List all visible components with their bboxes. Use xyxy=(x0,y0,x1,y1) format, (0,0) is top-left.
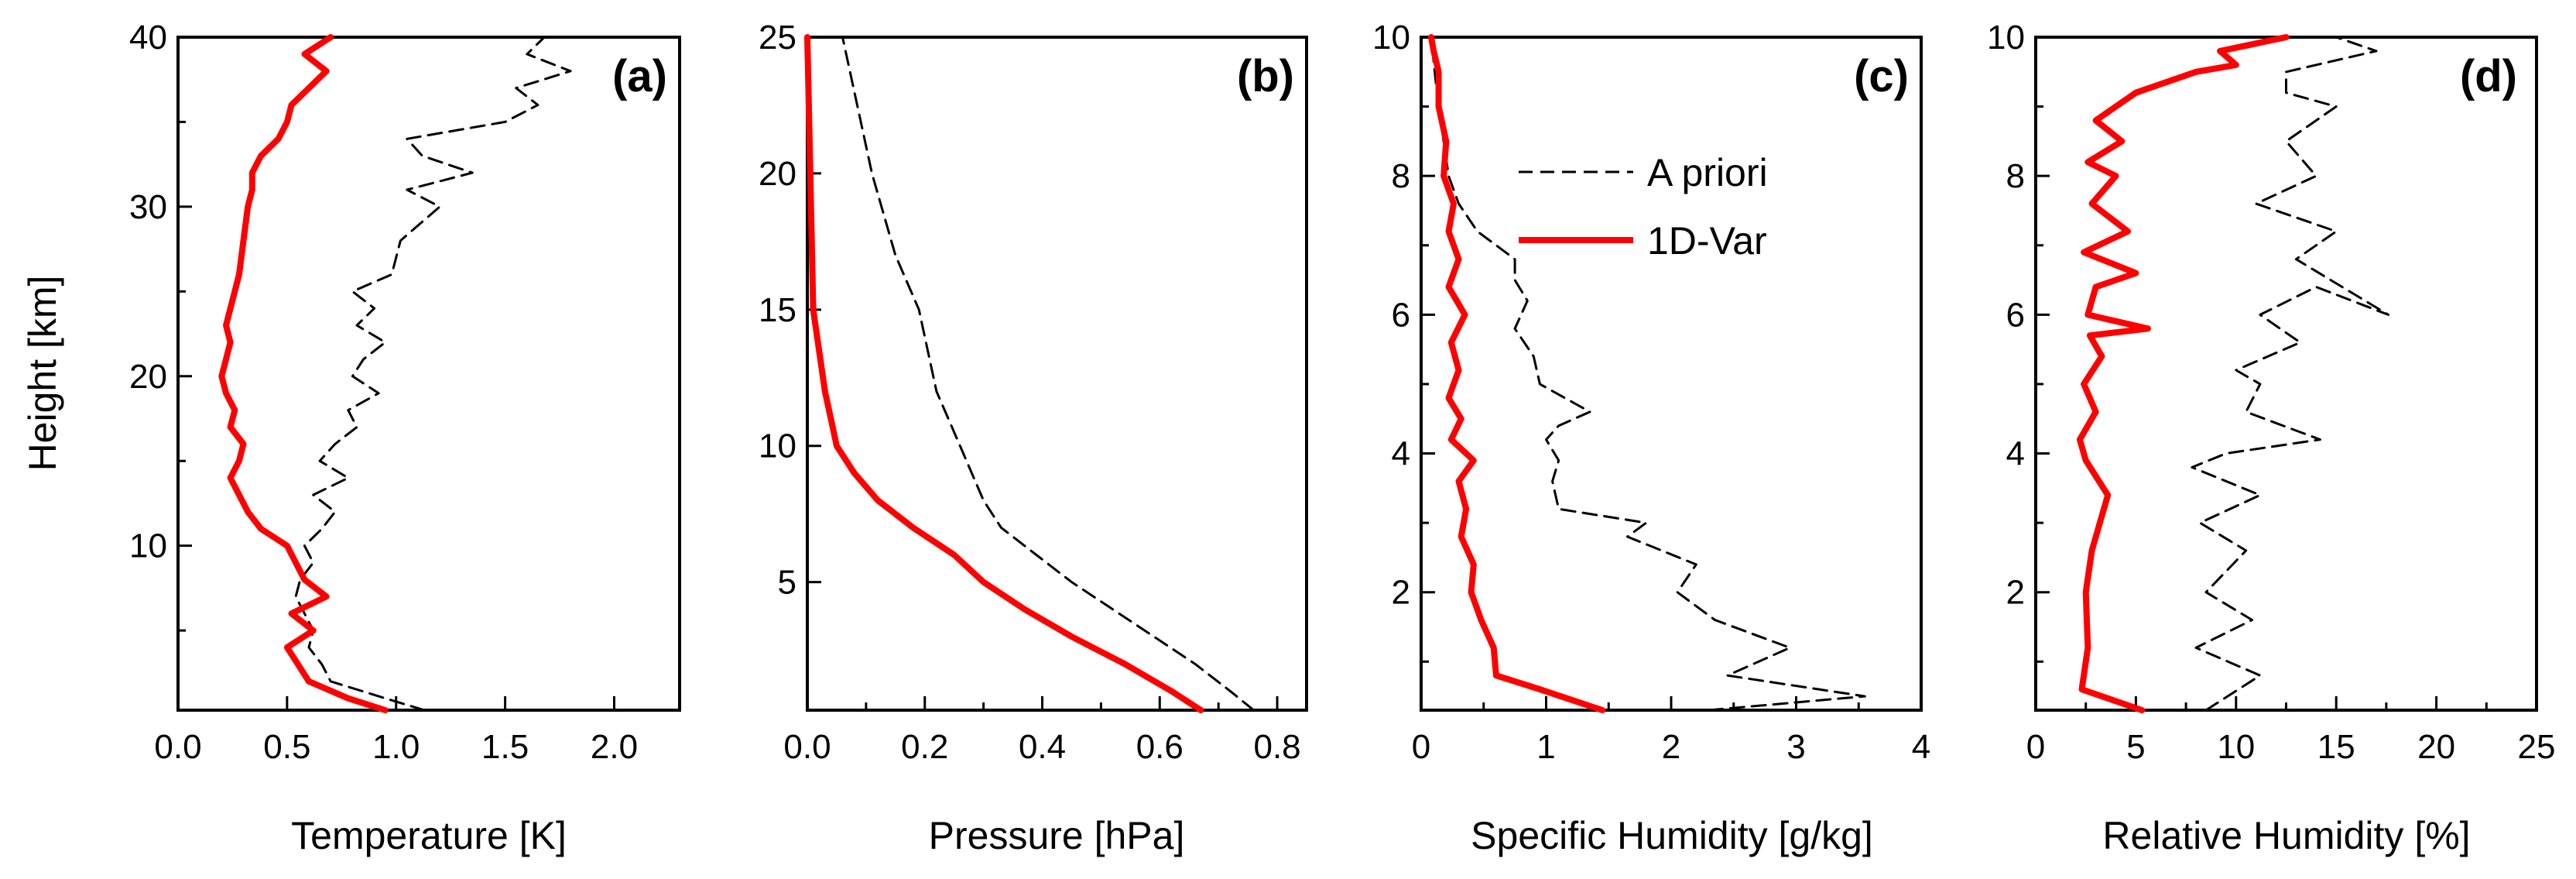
panel-a-xtick-label: 0.5 xyxy=(263,728,310,766)
panel-c-ytick-label: 8 xyxy=(1392,157,1410,195)
panel-c-xtick-label: 0 xyxy=(1412,728,1430,766)
panel-d-series-1dvar xyxy=(2076,34,2290,713)
panel-d-xtick-label: 15 xyxy=(2317,728,2355,766)
panel-b-xtick-label: 0.4 xyxy=(1019,728,1066,766)
panel-d-xtick-label: 25 xyxy=(2518,728,2556,766)
panel-c-frame xyxy=(1420,36,1923,712)
panel-d-ytick-label: 4 xyxy=(2006,435,2025,473)
panel-d-ytick-label: 8 xyxy=(2006,157,2025,195)
panel-c-ytick-label: 4 xyxy=(1392,435,1410,473)
panel-d-ytick-label: 6 xyxy=(2006,296,2025,334)
panel-a-xtick-label: 1.0 xyxy=(372,728,420,766)
panel-b-frame xyxy=(806,36,1308,712)
legend-apriori-label: A priori xyxy=(1647,151,1768,194)
panel-d-xtick-label: 0 xyxy=(2026,728,2045,766)
panel-d-ytick-label: 2 xyxy=(2006,574,2025,612)
panel-d: 0 5 10 15 20 25 2 4 6 8 10 (d) Relative Humidity [… xyxy=(1987,19,2555,857)
panel-a-ylabel: Height [km] xyxy=(21,276,64,472)
panel-a-frame xyxy=(176,36,681,712)
panel-a-xtick-label: 1.5 xyxy=(481,728,529,766)
panel-c-xtick-label: 3 xyxy=(1786,728,1805,766)
panel-b: 0.0 0.2 0.4 0.6 0.8 5 10 15 20 25 (b) Pressure [h… xyxy=(759,19,1308,857)
panel-a-xlabel: Temperature [K] xyxy=(291,814,567,857)
panel-c-series-1dvar xyxy=(1427,34,1606,713)
panel-c-series-apriori xyxy=(1430,36,1866,712)
panel-a-series-1dvar xyxy=(218,34,389,713)
panel-d-ytick-label: 10 xyxy=(1987,19,2025,57)
panel-b-ytick-label: 10 xyxy=(759,427,796,465)
panel-c-xtick-label: 2 xyxy=(1662,728,1680,766)
panel-d-xtick-label: 20 xyxy=(2417,728,2455,766)
panel-a: 0.0 0.5 1.0 1.5 2.0 10 20 30 40 (a) Temperature … xyxy=(21,19,681,857)
panel-d-tag: (d) xyxy=(2460,51,2517,101)
panel-a-ytick-label: 20 xyxy=(129,358,167,396)
panel-b-xlabel: Pressure [hPa] xyxy=(929,814,1185,857)
panel-a-xtick-label: 0.0 xyxy=(154,728,201,766)
panel-a-ytick-label: 40 xyxy=(129,19,167,57)
panel-a-series-apriori xyxy=(294,36,572,712)
panel-c-ytick-label: 2 xyxy=(1392,574,1410,612)
panel-d-frame xyxy=(2034,36,2538,712)
panel-b-xtick-label: 0.0 xyxy=(783,728,831,766)
panel-c-xlabel: Specific Humidity [g/kg] xyxy=(1471,814,1873,857)
panel-c-xtick-label: 1 xyxy=(1536,728,1555,766)
panel-b-tag: (b) xyxy=(1237,51,1294,101)
panel-a-ytick-label: 10 xyxy=(129,527,167,565)
panel-b-ytick-label: 20 xyxy=(759,155,796,193)
panel-b-xtick-label: 0.2 xyxy=(901,728,948,766)
panel-d-series-apriori xyxy=(2191,36,2389,712)
panel-b-series-apriori xyxy=(841,36,1255,712)
panel-b-ytick-label: 5 xyxy=(778,564,796,602)
panel-c-ytick-label: 6 xyxy=(1392,296,1410,334)
panel-d-xtick-label: 10 xyxy=(2217,728,2255,766)
panel-c-ytick-label: 10 xyxy=(1372,19,1410,57)
panel-b-xtick-label: 0.6 xyxy=(1136,728,1184,766)
panel-b-xtick-label: 0.8 xyxy=(1253,728,1300,766)
panel-d-xlabel: Relative Humidity [%] xyxy=(2102,814,2470,857)
panel-a-xtick-label: 2.0 xyxy=(591,728,638,766)
panel-b-ytick-label: 25 xyxy=(759,19,796,57)
panel-d-xtick-label: 5 xyxy=(2126,728,2145,766)
panel-a-ytick-label: 30 xyxy=(129,188,167,226)
panel-a-tag: (a) xyxy=(612,51,667,101)
legend: A priori 1D-Var xyxy=(1519,151,1768,263)
panel-b-series-1dvar xyxy=(804,34,1204,713)
panel-c-xtick-label: 4 xyxy=(1912,728,1930,766)
panel-c: 0 1 2 3 4 2 4 6 8 10 (c) Specific Humidity [g/kg]… xyxy=(1372,19,1930,857)
panel-b-ytick-label: 15 xyxy=(759,291,796,329)
legend-1dvar-label: 1D-Var xyxy=(1647,219,1767,263)
panel-c-tag: (c) xyxy=(1854,51,1909,101)
